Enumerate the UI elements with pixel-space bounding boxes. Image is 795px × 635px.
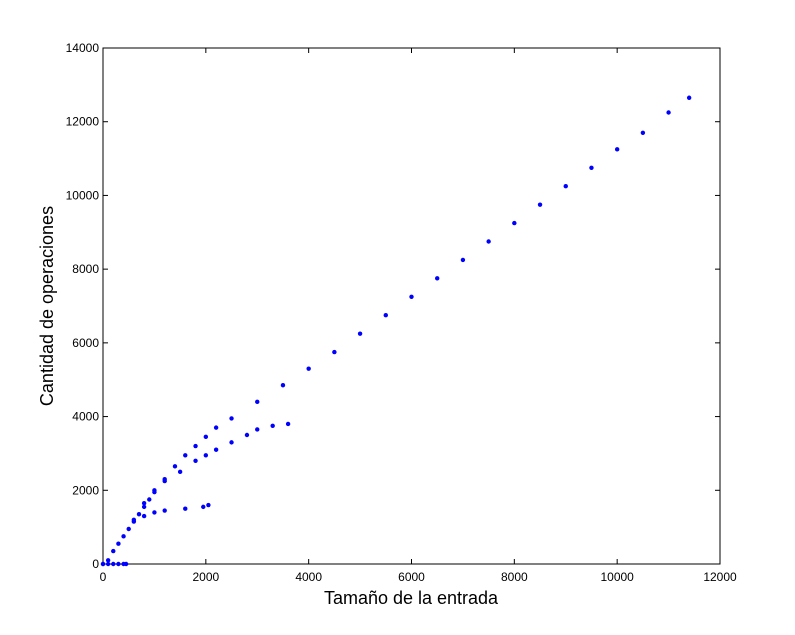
scatter-point [686, 95, 692, 100]
scatter-point [666, 110, 671, 115]
scatter-point [152, 488, 157, 493]
scatter-point [589, 165, 594, 170]
x-tick-label: 6000 [398, 570, 425, 584]
x-tick-label: 0 [100, 570, 107, 584]
scatter-point [141, 500, 147, 506]
scatter-point [409, 294, 414, 299]
x-tick-label: 2000 [192, 570, 219, 584]
scatter-point [152, 510, 157, 515]
scatter-point [111, 561, 116, 567]
scatter-point [116, 561, 121, 567]
x-axis-ticks: 0 2000 4000 6000 8000 10000 12000 [100, 48, 737, 584]
scatter-point [460, 257, 466, 263]
scatter-point [270, 423, 275, 428]
scatter-point [206, 502, 211, 508]
y-tick-label: 10000 [66, 188, 100, 202]
y-axis-label: Cantidad de operaciones [37, 206, 57, 406]
scatter-point [213, 425, 219, 430]
scatter-point [100, 561, 106, 567]
scatter-point [111, 548, 116, 554]
scatter-point [332, 349, 337, 355]
scatter-point [123, 561, 129, 567]
scatter-point [383, 313, 388, 318]
scatter-point [435, 276, 440, 281]
y-tick-label: 14000 [66, 41, 100, 55]
scatter-point [306, 366, 311, 371]
x-axis-label: Tamaño de la entrada [324, 588, 499, 608]
scatter-point [201, 504, 206, 510]
y-tick-label: 8000 [72, 262, 99, 276]
scatter-point [162, 478, 167, 484]
scatter-point [640, 130, 646, 135]
scatter-point [162, 508, 167, 513]
scatter-point [285, 421, 291, 427]
scatter-point [183, 506, 188, 511]
scatter-point [131, 517, 137, 522]
scatter-point [203, 434, 209, 440]
scatter-point [486, 239, 491, 244]
scatter-point [116, 541, 121, 546]
scatter-point [141, 513, 147, 519]
scatter-point [213, 447, 219, 452]
x-tick-label: 8000 [501, 570, 528, 584]
scatter-point [280, 383, 286, 388]
data-points [100, 95, 692, 567]
scatter-point [105, 561, 111, 567]
scatter-point [512, 220, 517, 226]
y-tick-label: 4000 [72, 410, 99, 424]
scatter-point [105, 558, 111, 563]
y-tick-label: 2000 [72, 483, 99, 497]
scatter-point [229, 416, 234, 421]
scatter-point [193, 443, 198, 449]
scatter-point [563, 184, 568, 189]
scatter-point [183, 453, 188, 458]
x-tick-label: 4000 [295, 570, 322, 584]
scatter-point [357, 331, 363, 336]
scatter-point [244, 432, 250, 438]
scatter-point [255, 399, 260, 405]
scatter-point [537, 202, 543, 207]
scatter-point [172, 464, 178, 469]
scatter-point [126, 526, 131, 532]
scatter-point [121, 534, 126, 539]
plot-area [102, 47, 721, 565]
scatter-point [193, 458, 198, 463]
scatter-point [255, 427, 260, 432]
scatter-point [229, 440, 234, 445]
scatter-point [141, 504, 147, 510]
y-tick-label: 0 [92, 557, 99, 571]
x-tick-label: 12000 [703, 570, 737, 584]
y-tick-label: 6000 [72, 336, 99, 350]
scatter-point [136, 512, 142, 517]
scatter-point [203, 453, 209, 458]
y-axis-ticks: 0 2000 4000 6000 8000 10000 12000 14000 [66, 41, 720, 571]
scatter-point [177, 469, 183, 475]
scatter-point [614, 147, 620, 152]
x-tick-label: 10000 [600, 570, 634, 584]
y-tick-label: 12000 [66, 115, 100, 129]
scatter-point [147, 497, 152, 502]
